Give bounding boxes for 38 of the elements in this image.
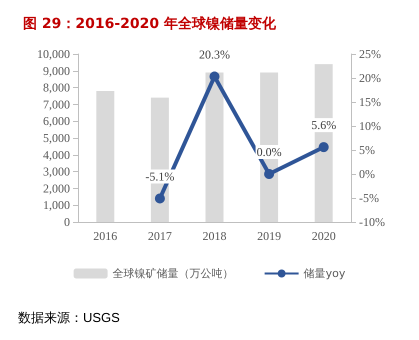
- x-tick-label: 2016: [93, 229, 118, 243]
- y-tick-label: 7,000: [43, 97, 70, 112]
- point: [210, 72, 220, 82]
- point: [318, 142, 329, 152]
- source-note: 数据来源：USGS: [18, 310, 120, 325]
- data-label: -5.1%: [145, 169, 174, 184]
- chart-title: 图 29：2016-2020 年全球镍储量变化: [23, 15, 277, 32]
- x-tick-label: 2017: [148, 229, 172, 243]
- y2-tick-label: 25%: [359, 47, 381, 61]
- y-tick-label: 3,000: [43, 164, 70, 179]
- y-tick-label: 6,000: [43, 114, 70, 128]
- y2-tick-label: 20%: [359, 71, 381, 85]
- y2-tick-label: 5%: [359, 143, 375, 157]
- y2-tick-label: 0%: [359, 167, 375, 181]
- legend-label: 全球镍矿储量（万公吨）: [112, 267, 234, 280]
- point: [154, 193, 165, 204]
- data-label: 5.6%: [311, 118, 336, 132]
- y2-tick-label: -5%: [359, 191, 379, 205]
- x-tick-label: 2018: [202, 229, 226, 243]
- y-tick-label: 0: [64, 215, 70, 229]
- point: [264, 169, 274, 179]
- data-label: 0.0%: [256, 145, 282, 159]
- y2-tick-label: 10%: [359, 119, 381, 133]
- data-label: 20.3%: [199, 48, 230, 62]
- y-tick-label: 8,000: [43, 80, 70, 95]
- legend-label: 储量yoy: [304, 267, 346, 280]
- bar: [96, 90, 114, 222]
- bar: [206, 72, 224, 222]
- y-tick-label: 10,000: [37, 47, 70, 61]
- y2-tick-label: -10%: [359, 215, 385, 229]
- x-tick-label: 2020: [312, 229, 336, 243]
- y-tick-label: 2,000: [43, 181, 70, 196]
- x-tick-label: 2019: [257, 229, 282, 243]
- y-tick-label: 4,000: [43, 148, 70, 162]
- y-tick-label: 9,000: [43, 64, 70, 78]
- y-tick-label: 1,000: [43, 198, 70, 212]
- y-tick-label: 5,000: [43, 131, 70, 145]
- y2-tick-label: 15%: [359, 95, 381, 109]
